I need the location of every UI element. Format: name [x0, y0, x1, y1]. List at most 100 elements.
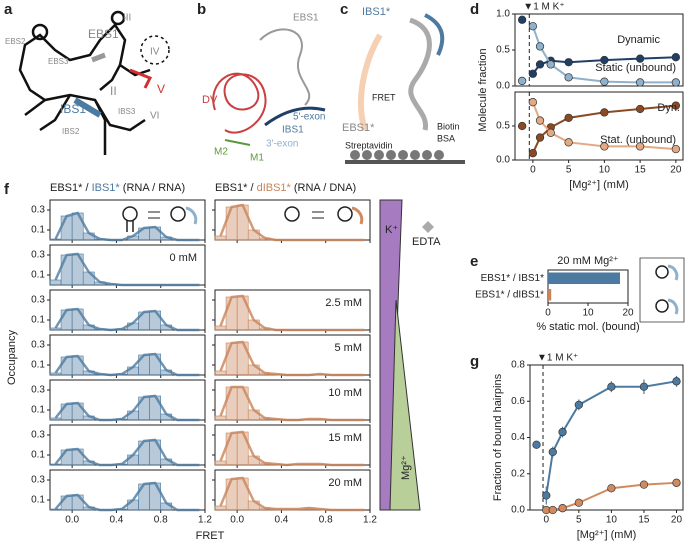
- data-point: [639, 480, 649, 489]
- x-tick-label: 10: [582, 308, 594, 319]
- y-tick-label: 0.1: [31, 225, 45, 236]
- hist-bar: [60, 449, 73, 466]
- data-point: [600, 77, 609, 86]
- x-tick-label: 15: [635, 165, 647, 176]
- category-label: EBS1* / IBS1*: [481, 273, 544, 284]
- x-tick-label: 0.0: [65, 515, 79, 526]
- label: DV: [202, 94, 218, 106]
- hist-bar: [60, 403, 73, 421]
- data-point: [671, 53, 681, 62]
- y-tick-label: 0.5: [496, 121, 510, 132]
- data-point: [639, 382, 649, 391]
- data-point: [546, 60, 555, 69]
- data-point: [574, 400, 583, 410]
- y-tick-label: 0.0: [496, 81, 510, 92]
- series-label: Static (unbound): [595, 62, 676, 74]
- data-point: [671, 78, 681, 87]
- label: II: [110, 84, 117, 98]
- hist-bar: [214, 235, 227, 241]
- fit-line: [545, 380, 677, 496]
- label: 5'-exon: [293, 112, 326, 123]
- fit-curve: [219, 294, 365, 332]
- y-axis-label: Molecule fraction: [477, 48, 489, 131]
- x-tick-label: 0.4: [274, 515, 288, 526]
- fit-curve: [219, 385, 365, 422]
- annotation: ▼1 M K⁺: [537, 353, 578, 364]
- x-tick-label: 20: [671, 515, 683, 526]
- series-label: Dyn.: [657, 102, 680, 114]
- label: 3'-exon: [266, 139, 299, 150]
- data-point: [558, 504, 567, 513]
- domain-v: [129, 68, 153, 89]
- x-tick-label: 10: [599, 165, 611, 176]
- hist-bar: [149, 482, 162, 511]
- series-label: Dynamic: [617, 34, 660, 46]
- x-tick-label: 0.8: [319, 515, 333, 526]
- bar: [548, 272, 620, 285]
- bead: [350, 150, 360, 160]
- data-point: [546, 128, 555, 137]
- k-label: K⁺: [385, 224, 398, 236]
- hist-bar: [149, 353, 162, 376]
- edta-icon: [422, 221, 434, 233]
- hist-bar: [225, 432, 238, 466]
- hist-bar: [149, 395, 162, 421]
- hist-bar: [236, 341, 249, 376]
- data-point: [535, 42, 545, 51]
- label: VI: [150, 111, 159, 122]
- edta-label: EDTA: [412, 236, 441, 248]
- header-part: (RNA / DNA): [291, 182, 356, 194]
- x-tick-label: 20: [622, 308, 634, 319]
- y-tick-label: 0.2: [511, 468, 525, 479]
- x-tick-label: 0.0: [230, 515, 244, 526]
- row-label: 5 mM: [335, 342, 363, 354]
- y-tick-label: 0.3: [31, 385, 45, 396]
- secondary-structure: [18, 10, 170, 155]
- data-point: [564, 113, 573, 122]
- header-part: (RNA / RNA): [120, 182, 185, 194]
- label: EBS3: [48, 57, 69, 66]
- header-part: EBS1* /: [215, 182, 257, 194]
- ibs1: [73, 97, 102, 118]
- hist-bar: [236, 386, 249, 421]
- chart-title: 20 mM Mg²⁺: [557, 255, 619, 267]
- x-tick-label: 0: [545, 308, 551, 319]
- fit-curve: [54, 307, 200, 332]
- y-tick-label: 0.8: [511, 360, 525, 371]
- data-point: [671, 101, 681, 110]
- hist-bar: [49, 279, 62, 286]
- hist-bar: [149, 439, 162, 466]
- axes-frame: [529, 364, 684, 511]
- hist-bar: [236, 204, 249, 241]
- domain-iv: [140, 35, 170, 65]
- label: Streptavidin: [345, 140, 393, 150]
- data-point: [600, 108, 609, 117]
- y-tick-label: 0.1: [31, 405, 45, 416]
- bead: [386, 150, 396, 160]
- row-label: 0 mM: [170, 252, 198, 264]
- data-point: [564, 138, 573, 147]
- column-header: EBS1* / IBS1* (RNA / RNA): [50, 182, 185, 194]
- fit-curve: [219, 203, 365, 242]
- data-point: [564, 58, 573, 67]
- x-axis-label: [Mg²⁺] (mM): [577, 529, 637, 541]
- panel-label: b: [197, 1, 206, 18]
- data-point: [635, 104, 645, 114]
- label: M1: [250, 153, 264, 164]
- column-header: EBS1* / dIBS1* (RNA / DNA): [215, 182, 356, 194]
- data-point: [574, 498, 583, 507]
- fit-curve: [54, 211, 200, 242]
- label: Biotin: [437, 121, 460, 131]
- data-point: [672, 478, 681, 487]
- y-axis-label: Occupancy: [6, 329, 18, 385]
- y-tick-label: 0.1: [31, 495, 45, 506]
- fit-curve: [54, 481, 200, 512]
- fret-arrow: [357, 33, 383, 131]
- annotation: ▼1 M K⁺: [523, 2, 564, 13]
- hist-bar: [60, 254, 73, 286]
- hist-bar: [214, 415, 227, 421]
- hist-bar: [49, 327, 62, 331]
- hist-bar: [236, 477, 249, 511]
- hist-bar: [214, 370, 227, 376]
- fit-curve: [219, 476, 365, 512]
